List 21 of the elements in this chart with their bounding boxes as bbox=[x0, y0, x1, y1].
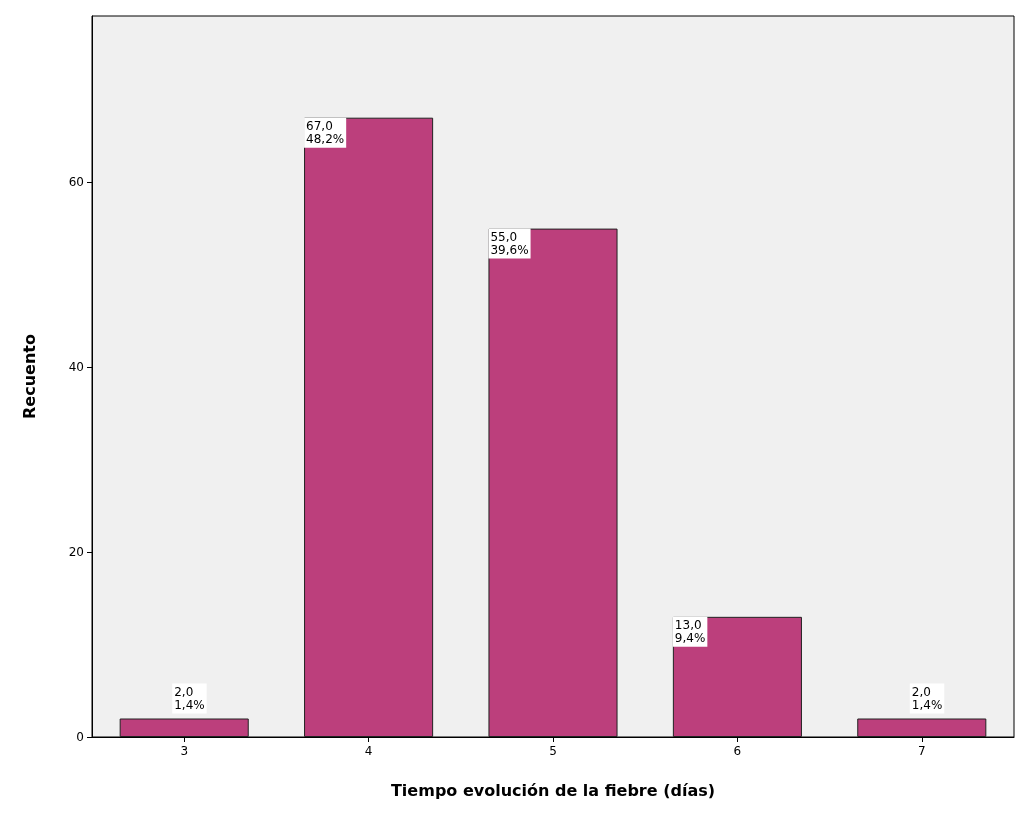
x-tick-label: 3 bbox=[180, 744, 189, 758]
data-label: 55,0 39,6% bbox=[490, 230, 529, 258]
x-tick-label: 6 bbox=[733, 744, 742, 758]
bar bbox=[119, 718, 249, 737]
data-label: 2,0 1,4% bbox=[911, 685, 943, 713]
data-label: 2,0 1,4% bbox=[174, 685, 205, 713]
x-axis-title: Tiempo evolución de la fiebre (días) bbox=[390, 780, 716, 800]
x-tick-label: 5 bbox=[549, 744, 557, 758]
x-tick-label: 7 bbox=[917, 744, 926, 758]
y-tick-label: 60 bbox=[68, 175, 84, 190]
bar bbox=[304, 117, 434, 737]
x-tick-label: 4 bbox=[364, 744, 373, 758]
y-tick-label: 20 bbox=[68, 545, 84, 560]
data-label: 13,0 9,4% bbox=[674, 618, 706, 646]
bar bbox=[857, 718, 987, 737]
data-label: 67,0 48,2% bbox=[306, 119, 345, 147]
y-tick-label: 0 bbox=[76, 730, 84, 744]
bar bbox=[488, 228, 618, 737]
bar bbox=[672, 616, 802, 737]
y-tick-label: 40 bbox=[68, 360, 84, 375]
y-axis-title: Recuento bbox=[19, 334, 39, 419]
